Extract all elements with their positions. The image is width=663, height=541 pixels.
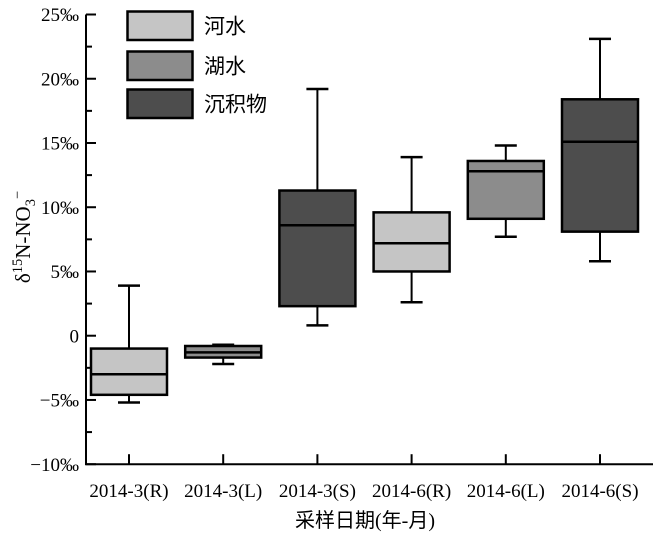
legend-swatch: [126, 50, 194, 82]
box-3-2014-3s: [278, 87, 357, 327]
x-tick-label: 2014-3(L): [184, 481, 262, 502]
box-6-2014-6s: [560, 37, 640, 263]
box-series: [89, 37, 640, 404]
y-tick-label: 15‰: [41, 134, 79, 155]
iqr-box: [89, 347, 169, 397]
iqr-box: [372, 211, 451, 273]
legend-item-2: 湖水: [126, 50, 246, 82]
legend-item-1: 河水: [126, 10, 246, 42]
legend-label: 沉积物: [204, 92, 267, 116]
x-axis-title: 采样日期(年-月): [295, 509, 435, 532]
x-tick-label: 2014-3(S): [279, 481, 356, 502]
legend-item-3: 沉积物: [126, 88, 267, 120]
y-tick-label: 10‰: [41, 198, 79, 219]
y-tick-label: 0: [70, 326, 80, 347]
y-axis-title: δ15N-NO3−: [10, 191, 39, 283]
x-tick-label: 2014-3(R): [89, 481, 168, 502]
x-tick-label: 2014-6(S): [561, 481, 638, 502]
y-tick-label: 25‰: [41, 5, 79, 26]
box-5-2014-6l: [466, 144, 546, 239]
legend-swatch: [126, 10, 194, 42]
y-tick-label: 20‰: [41, 69, 79, 90]
axes: 25‰ 20‰ 15‰ 10‰ 5‰ 0 −5‰ −10‰ 2014-3(R) 2014-3(L)…: [30, 5, 653, 502]
box-2-2014-3l: [183, 343, 263, 366]
box-4-2014-6r: [372, 155, 451, 304]
axis-titles: 采样日期(年-月) δ15N-NO3−: [10, 191, 435, 532]
y-tick-label: −5‰: [40, 391, 79, 412]
x-tick-label: 2014-6(R): [372, 481, 451, 502]
legend-label: 河水: [204, 14, 246, 38]
legend-label: 湖水: [204, 54, 246, 78]
legend-swatch: [126, 88, 194, 120]
iqr-box: [560, 98, 640, 233]
box-1-2014-3r: [89, 284, 169, 404]
y-tick-label: 5‰: [51, 262, 80, 283]
x-tick-label: 2014-6(L): [467, 481, 545, 502]
iqr-box: [278, 189, 357, 308]
iqr-box: [466, 159, 546, 221]
y-tick-label: −10‰: [30, 455, 79, 476]
